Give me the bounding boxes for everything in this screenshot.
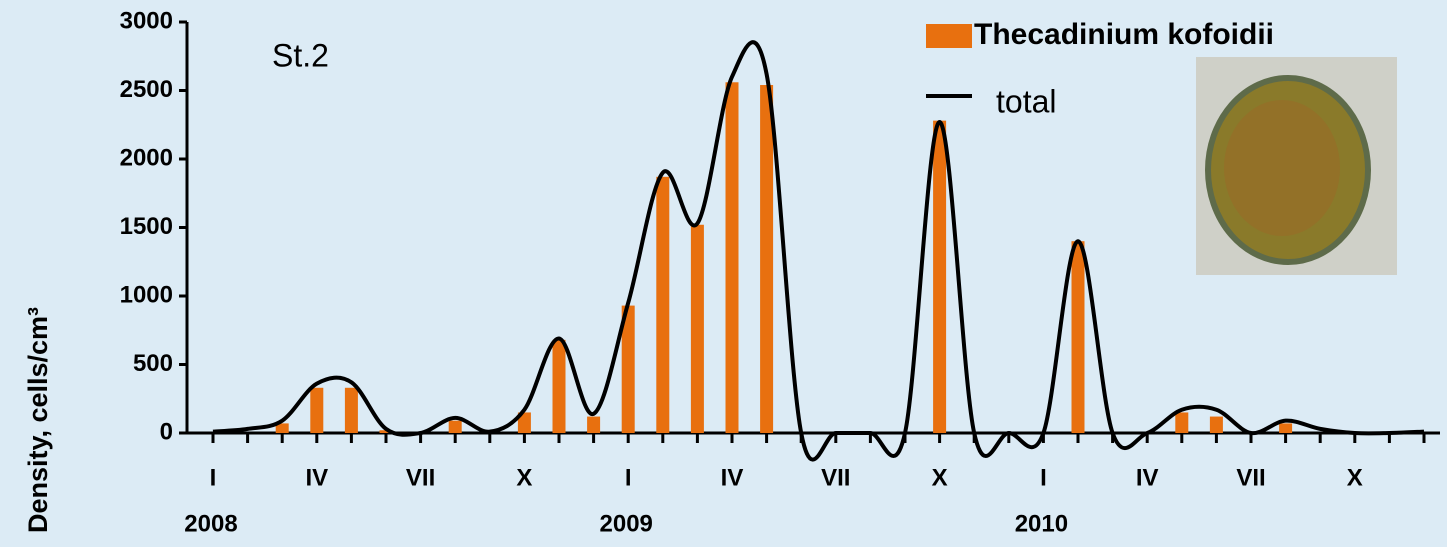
x-tick-label: I [625,464,632,491]
bar [1175,412,1188,433]
x-tick-label: VII [406,464,435,491]
x-tick-label: VII [1236,464,1265,491]
bar [691,225,704,433]
y-tick-label: 3000 [120,7,173,34]
x-tick-label: IV [721,464,744,491]
x-tick-label: X [516,464,532,491]
bar [760,85,773,433]
y-tick-label: 2500 [120,76,173,103]
bar [449,421,462,433]
bar [587,417,600,433]
legend-label: total [996,83,1056,119]
bar [1279,423,1292,433]
y-tick-label: 2000 [120,144,173,171]
photo [1196,57,1397,275]
chart: St.2 Density, cells/cm³ 0 500 1000 1500 2000… [0,0,1447,547]
x-tick-label: I [210,464,217,491]
bar [345,388,358,433]
bar [656,177,669,433]
x-group-label: 2010 [1015,510,1068,537]
annotation: St.2 [272,37,329,73]
bar [1210,417,1223,433]
x-group-label: 2008 [184,510,237,537]
y-tick-label: 1000 [120,281,173,308]
bar [933,121,946,433]
y-tick-label: 0 [160,418,173,445]
x-tick-label: X [1347,464,1363,491]
x-group-label: 2009 [600,510,653,537]
legend-swatch [926,24,972,48]
bar [553,340,566,433]
bar [726,82,739,433]
y-tick-label: 500 [133,350,173,377]
x-tick-label: IV [305,464,328,491]
y-tick-label: 1500 [120,213,173,240]
x-tick-label: VII [821,464,850,491]
x-tick-label: X [932,464,948,491]
x-tick-label: IV [1136,464,1159,491]
x-tick-label: I [1040,464,1047,491]
bar [310,388,323,433]
bar [1072,241,1085,433]
y-axis-label: Density, cells/cm³ [23,307,53,533]
legend-label: Thecadinium kofoidii [974,18,1274,51]
